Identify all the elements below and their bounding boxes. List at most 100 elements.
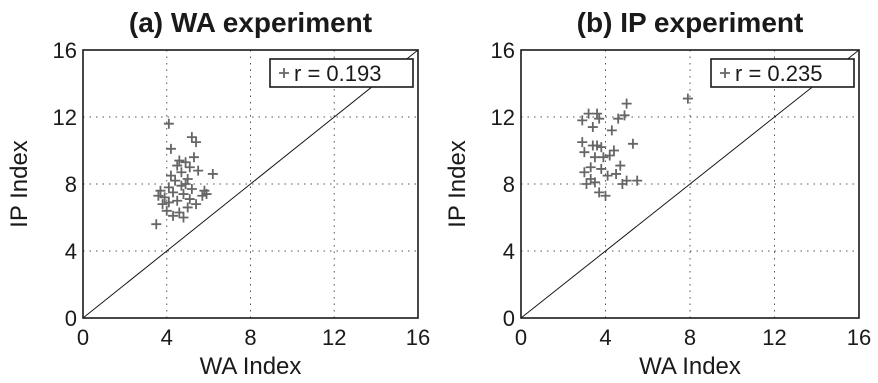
legend: r = 0.193 (269, 58, 414, 88)
data-point (583, 108, 594, 119)
data-point (174, 207, 185, 218)
data-point (615, 160, 626, 171)
data-point (178, 212, 189, 223)
y-tick-label: 8 (503, 172, 515, 197)
data-point (168, 187, 179, 198)
plot-frame (520, 49, 860, 319)
data-point (184, 194, 195, 205)
data-point (151, 219, 162, 230)
data-point (596, 142, 607, 153)
y-tick-label: 0 (65, 306, 77, 331)
data-point (163, 118, 174, 129)
data-point (180, 157, 191, 168)
data-point (163, 197, 174, 208)
data-point (594, 187, 605, 198)
data-point (577, 137, 588, 148)
y-tick-label: 16 (53, 38, 77, 63)
legend-marker (279, 68, 289, 78)
data-point (186, 184, 197, 195)
x-tick-label: 16 (847, 325, 871, 350)
data-point (596, 163, 607, 174)
data-point (176, 167, 187, 178)
data-point (611, 168, 622, 179)
data-point (581, 179, 592, 189)
y-tick-label: 12 (53, 105, 77, 130)
data-point (621, 175, 632, 186)
data-point (168, 210, 179, 221)
data-point (604, 150, 615, 161)
data-point (184, 162, 195, 173)
x-tick-label: 12 (762, 325, 786, 350)
chart-title: (b) IP experiment (577, 7, 804, 38)
data-point (182, 202, 193, 213)
data-point (594, 113, 605, 124)
data-point (155, 185, 166, 196)
data-point (172, 160, 183, 171)
data-point (579, 167, 590, 178)
data-point (621, 98, 632, 109)
reference-line (82, 49, 419, 319)
y-tick-label: 16 (491, 38, 515, 63)
data-point (193, 165, 204, 176)
data-point (186, 132, 197, 143)
data-point (592, 108, 603, 119)
x-tick-label: 4 (161, 325, 173, 350)
data-point (577, 115, 588, 126)
data-point (207, 168, 218, 179)
data-point (589, 152, 600, 163)
data-point (161, 205, 172, 216)
data-point (608, 145, 619, 156)
data-point (613, 113, 624, 124)
plot-frame (82, 49, 419, 319)
data-point (157, 199, 168, 210)
legend-label: r = 0.235 (735, 61, 822, 86)
data-point (587, 122, 598, 133)
y-tick-label: 0 (503, 306, 515, 331)
data-point (606, 125, 617, 136)
x-tick-label: 8 (684, 325, 696, 350)
data-point (182, 173, 193, 184)
y-axis-label: IP Index (6, 140, 33, 228)
data-point (632, 175, 643, 186)
chart-panel-b: (b) IP experiment 0 4 8 12 16 0 4 8 12 16 WA Index I… (444, 7, 871, 380)
data-point (163, 182, 174, 193)
data-point (170, 175, 181, 186)
x-tick-label: 12 (322, 325, 346, 350)
chart-panel-a: (a) WA experiment 0 4 8 12 16 0 4 8 12 16 WA Index I… (6, 7, 430, 380)
data-point (682, 93, 693, 104)
data-point (165, 143, 176, 154)
x-axis-label: WA Index (200, 353, 302, 380)
data-point (191, 137, 202, 148)
data-point (178, 189, 189, 200)
data-point (579, 147, 590, 158)
data-point (602, 170, 613, 181)
data-point (598, 152, 609, 163)
data-point (188, 152, 199, 163)
legend: r = 0.235 (710, 58, 855, 88)
data-point (174, 155, 185, 166)
x-tick-label: 0 (77, 325, 89, 350)
data-point (165, 170, 176, 181)
x-tick-label: 4 (599, 325, 611, 350)
x-tick-label: 8 (244, 325, 256, 350)
data-point (172, 195, 183, 206)
data-point (180, 179, 191, 189)
legend-label: r = 0.193 (294, 61, 381, 86)
data-point (600, 190, 611, 201)
reference-line (520, 49, 860, 319)
data-point (589, 177, 600, 188)
y-tick-label: 4 (65, 239, 77, 264)
y-axis-label: IP Index (444, 140, 471, 228)
data-point (619, 110, 630, 121)
legend-box (269, 58, 414, 88)
y-tick-label: 8 (65, 172, 77, 197)
legend-box (710, 58, 855, 88)
y-tick-label: 4 (503, 239, 515, 264)
data-point (153, 190, 164, 201)
data-point (627, 138, 638, 149)
legend-marker (720, 68, 730, 78)
chart-title: (a) WA experiment (129, 7, 372, 38)
x-tick-label: 0 (515, 325, 527, 350)
data-point (191, 199, 202, 210)
x-tick-label: 16 (406, 325, 430, 350)
